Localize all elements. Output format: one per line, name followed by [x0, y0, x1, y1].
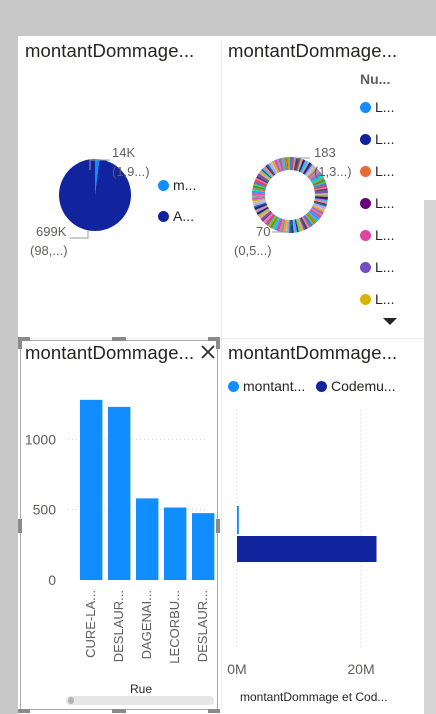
donut-label-bottom-pct: (0,5...) — [234, 243, 272, 258]
legend-dot-icon — [360, 102, 371, 113]
legend-dot-icon — [360, 262, 371, 273]
legend-label: montant... — [243, 378, 305, 394]
bar[interactable] — [80, 400, 102, 580]
donut-label-top: 183 — [314, 145, 336, 160]
legend-label: L... — [375, 259, 394, 275]
legend-dot-icon — [316, 381, 327, 392]
resize-handle[interactable] — [216, 519, 220, 533]
resize-handle[interactable] — [208, 709, 220, 713]
pie-label-large-pct: (98,...) — [30, 243, 68, 258]
legend-dot-icon — [360, 134, 371, 145]
hbar-chart[interactable]: 0M 20M — [222, 400, 422, 690]
y-tick-label: 0 — [48, 572, 56, 588]
bar[interactable] — [192, 513, 214, 580]
legend-dot-icon — [158, 211, 169, 222]
legend-item[interactable]: L... — [360, 259, 394, 275]
resize-handle[interactable] — [216, 337, 220, 349]
x-axis-title: montantDommage et Cod... — [240, 690, 387, 704]
legend-item[interactable]: Codemu... — [316, 378, 396, 394]
x-tick-label: 0M — [227, 661, 246, 677]
legend-label: L... — [375, 131, 394, 147]
bar-chart[interactable]: 0 500 1000 CURE-LA... DESLAUR... DAGENAI... LE… — [20, 380, 216, 680]
legend-dot-icon — [360, 230, 371, 241]
legend-dot-icon — [158, 180, 169, 191]
legend-item[interactable]: L... — [360, 99, 394, 115]
visual-title: montantDommage... — [228, 40, 414, 62]
horizontal-scrollbar[interactable] — [66, 696, 214, 705]
legend-item[interactable]: m... — [158, 177, 196, 193]
pie-leader-lines — [70, 150, 130, 245]
scrollbar-thumb[interactable] — [68, 697, 74, 704]
y-tick-label: 500 — [33, 502, 57, 518]
x-tick-label: DESLAUR... — [195, 590, 210, 662]
x-tick-label: CURE-LA... — [83, 590, 98, 658]
legend-title: Nu... — [360, 71, 390, 87]
bar[interactable] — [237, 536, 377, 562]
visual-title: montantDommage... — [228, 342, 414, 364]
legend-item[interactable]: L... — [360, 195, 394, 211]
resize-handle[interactable] — [112, 709, 126, 713]
pie-label-large: 699K — [36, 224, 66, 239]
bar[interactable] — [108, 407, 130, 580]
close-icon[interactable] — [200, 344, 216, 360]
resize-handle[interactable] — [112, 337, 126, 341]
bar[interactable] — [164, 508, 186, 580]
legend-label: L... — [375, 163, 394, 179]
bar[interactable] — [136, 498, 158, 580]
legend-item[interactable]: montant... — [228, 378, 305, 394]
bar[interactable] — [237, 506, 239, 534]
legend-label: L... — [375, 227, 394, 243]
legend-label: m... — [173, 177, 196, 193]
visual-title: montantDommage... — [25, 342, 197, 364]
donut-label-bottom: 70 — [256, 224, 270, 239]
legend-dot-icon — [360, 198, 371, 209]
x-tick-label: LECORBU... — [167, 590, 182, 664]
legend-item[interactable]: L... — [360, 291, 394, 307]
y-tick-label: 1000 — [25, 431, 56, 447]
legend-dot-icon — [228, 381, 239, 392]
resize-handle[interactable] — [18, 337, 22, 349]
legend-dot-icon — [360, 294, 371, 305]
canvas-scroll-strip — [424, 200, 436, 714]
x-tick-label: DAGENAI... — [139, 590, 154, 659]
x-axis-title: Rue — [130, 682, 152, 696]
legend-item[interactable]: L... — [360, 227, 394, 243]
visual-divider — [18, 338, 436, 339]
resize-handle[interactable] — [18, 709, 30, 713]
legend-label: Codemu... — [331, 378, 396, 394]
legend-item[interactable]: L... — [360, 131, 394, 147]
legend-dot-icon — [360, 166, 371, 177]
legend-label: L... — [375, 291, 394, 307]
donut-label-top-pct: (1,3...) — [314, 164, 352, 179]
x-tick-label: 20M — [347, 661, 374, 677]
triangle-down-icon[interactable] — [383, 318, 397, 327]
legend-item[interactable]: A... — [158, 208, 194, 224]
x-tick-label: DESLAUR... — [111, 590, 126, 662]
visual-title: montantDommage... — [25, 40, 217, 62]
legend-label: L... — [375, 195, 394, 211]
legend-label: A... — [173, 208, 194, 224]
legend-label: L... — [375, 99, 394, 115]
legend-item[interactable]: L... — [360, 163, 394, 179]
